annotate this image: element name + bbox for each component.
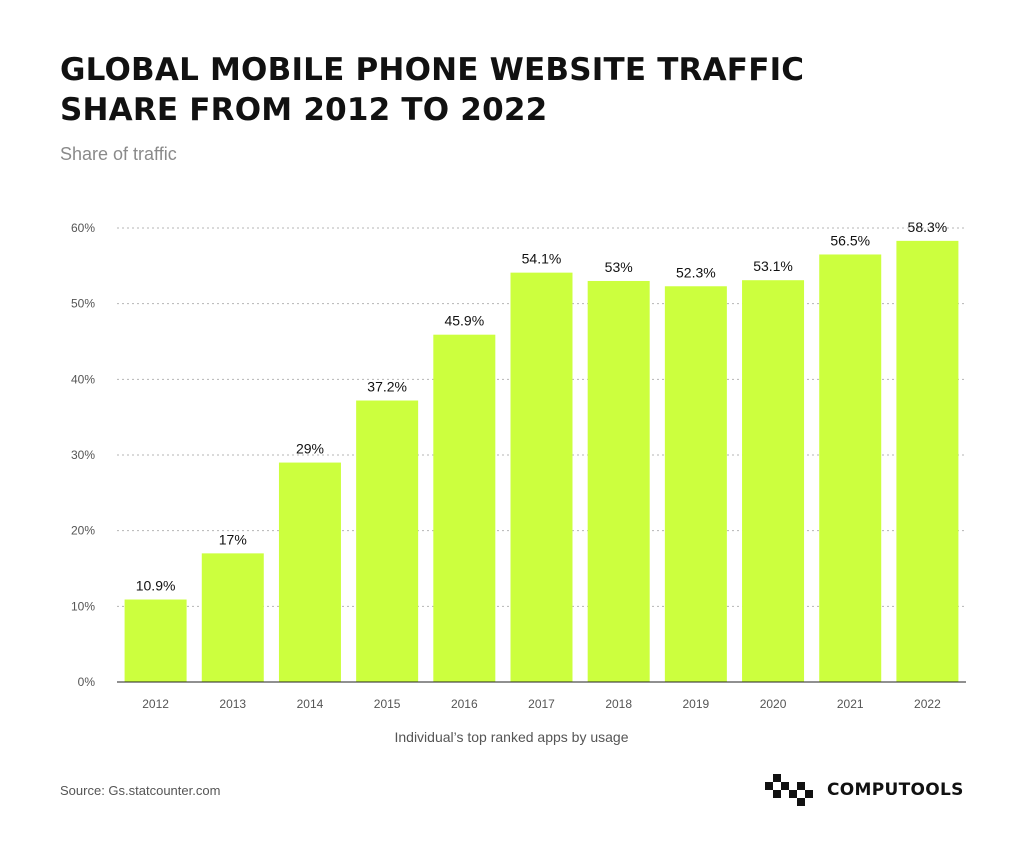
bar-value-label: 56.5% (830, 232, 870, 248)
bar-2022 (896, 240, 959, 682)
bar-value-label: 45.9% (444, 313, 484, 329)
y-tick-label: 10% (71, 599, 95, 613)
x-tick-label: 2022 (914, 697, 941, 711)
y-tick-label: 40% (71, 372, 95, 386)
bar-value-label: 58.3% (908, 219, 948, 235)
bar-2014 (278, 462, 341, 682)
x-axis-title: Individual’s top ranked apps by usage (394, 729, 628, 745)
computools-logo-icon (765, 774, 813, 806)
bar-value-label: 53.1% (753, 258, 793, 274)
bar-value-label: 10.9% (136, 578, 176, 594)
y-tick-label: 60% (71, 221, 95, 235)
x-tick-label: 2012 (142, 697, 169, 711)
x-tick-label: 2018 (605, 697, 632, 711)
x-tick-label: 2020 (760, 697, 787, 711)
chart-title: GLOBAL MOBILE PHONE WEBSITE TRAFFIC SHAR… (60, 50, 820, 130)
chart-title-line-1: GLOBAL MOBILE PHONE WEBSITE TRAFFIC (60, 52, 805, 88)
x-tick-label: 2021 (837, 697, 864, 711)
bar-2016 (433, 334, 496, 682)
bar-value-label: 54.1% (522, 251, 562, 267)
x-tick-label: 2017 (528, 697, 555, 711)
x-tick-label: 2013 (219, 697, 246, 711)
bar-2015 (356, 400, 419, 682)
y-axis-title: Share of traffic (60, 144, 177, 164)
x-tick-label: 2016 (451, 697, 478, 711)
bar-2020 (742, 280, 805, 682)
source-note: Source: Gs.statcounter.com (60, 783, 221, 798)
x-tick-label: 2019 (683, 697, 710, 711)
bar-2021 (819, 254, 882, 682)
bar-value-label: 29% (296, 441, 324, 457)
y-tick-label: 50% (71, 297, 95, 311)
x-tick-label: 2015 (374, 697, 401, 711)
y-tick-label: 0% (78, 675, 96, 689)
bar-value-label: 53% (605, 259, 633, 275)
brand-logo: COMPUTOOLS (765, 774, 964, 806)
bar-2013 (201, 553, 264, 682)
bar-2017 (510, 272, 573, 682)
y-tick-label: 20% (71, 524, 95, 538)
chart-title-line-2: SHARE FROM 2012 TO 2022 (60, 92, 548, 128)
bar-value-label: 37.2% (367, 379, 407, 395)
bar-2012 (124, 599, 187, 682)
y-tick-label: 30% (71, 448, 95, 462)
x-tick-label: 2014 (297, 697, 324, 711)
bar-chart: 0% 10% 20% 30% 40% 50% 60% 10.9% 2012 17% 2013 29% 2… (71, 219, 966, 745)
bar-2019 (664, 286, 727, 682)
bar-value-label: 17% (219, 531, 247, 547)
bar-value-label: 52.3% (676, 264, 716, 280)
bar-2018 (587, 280, 650, 682)
brand-name: COMPUTOOLS (827, 780, 964, 800)
